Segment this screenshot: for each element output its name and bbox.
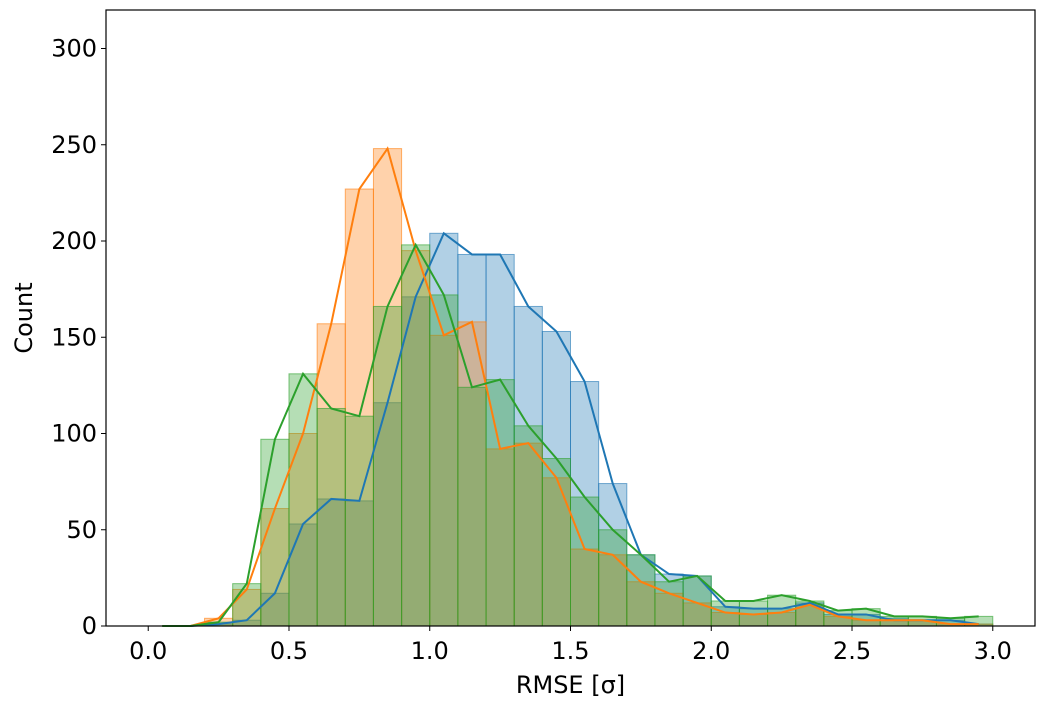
kde-lines bbox=[162, 146, 979, 627]
bar-series-3 bbox=[260, 438, 290, 627]
histogram-bars bbox=[204, 148, 994, 627]
kde-line-series-1 bbox=[162, 231, 979, 627]
y-axis-ticks: 0 50 100 150 200 250 300 bbox=[51, 35, 106, 640]
x-tick-label: 1.5 bbox=[551, 637, 589, 665]
x-tick-label: 2.5 bbox=[833, 637, 871, 665]
x-tick-label: 1.0 bbox=[411, 637, 449, 665]
bar-series-3 bbox=[372, 305, 403, 627]
bar-series-3 bbox=[598, 529, 628, 627]
kde-line-series-2 bbox=[162, 146, 979, 627]
bar-series-3 bbox=[541, 458, 572, 627]
bar-series-3 bbox=[344, 415, 374, 627]
kde-line-series-3 bbox=[162, 242, 979, 627]
bar-series-3 bbox=[429, 294, 459, 627]
y-tick-label: 50 bbox=[66, 516, 97, 544]
bar-series-3 bbox=[485, 379, 515, 627]
bar-series-2 bbox=[457, 321, 487, 627]
y-axis-label: Count bbox=[10, 282, 38, 353]
bar-series-2 bbox=[429, 334, 459, 627]
bar-series-1 bbox=[316, 498, 346, 627]
bar-series-3 bbox=[288, 373, 318, 627]
x-tick-label: 0.0 bbox=[129, 637, 167, 665]
y-tick-label: 200 bbox=[51, 227, 97, 255]
x-tick-label: 2.0 bbox=[692, 637, 730, 665]
y-tick-label: 150 bbox=[51, 323, 97, 351]
y-tick-label: 250 bbox=[51, 131, 97, 159]
y-tick-label: 0 bbox=[82, 612, 97, 640]
bar-series-3 bbox=[316, 407, 346, 627]
bar-series-2 bbox=[372, 148, 403, 627]
bar-series-2 bbox=[401, 250, 431, 627]
x-axis-ticks: 0.0 0.5 1.0 1.5 2.0 2.5 3.0 bbox=[129, 626, 1012, 665]
bar-series-3 bbox=[457, 386, 487, 627]
bar-series-3 bbox=[570, 496, 600, 627]
bar-series-2 bbox=[344, 188, 374, 627]
y-tick-label: 300 bbox=[51, 35, 97, 63]
bar-series-3 bbox=[626, 554, 656, 627]
bar-series-1 bbox=[260, 592, 290, 627]
y-tick-label: 100 bbox=[51, 420, 97, 448]
bar-series-3 bbox=[401, 244, 431, 627]
bar-series-1 bbox=[570, 381, 600, 627]
x-tick-label: 3.0 bbox=[974, 637, 1012, 665]
x-axis-label: RMSE [σ] bbox=[516, 671, 625, 699]
x-tick-label: 0.5 bbox=[270, 637, 308, 665]
bar-series-1 bbox=[485, 253, 515, 627]
